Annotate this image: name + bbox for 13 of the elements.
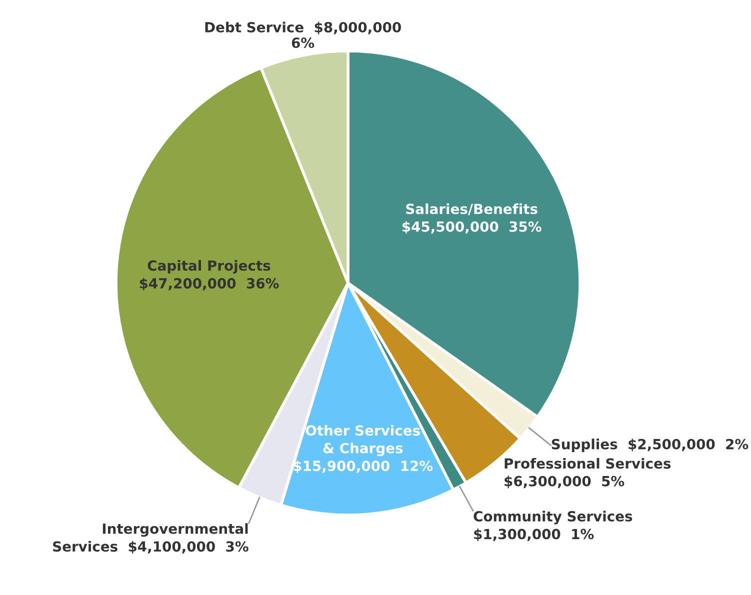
data-label: $45,500,000 35% [402,221,542,234]
data-label: $1,300,000 1% [474,528,594,542]
slice-label: Debt Service $8,000,000 6% [205,22,401,48]
slice-label: Community Services [474,510,632,524]
data-label: $47,200,000 36% [140,278,279,290]
slice-label: Salaries/Benefits [406,203,538,216]
slice-label: Supplies $2,500,000 2% [552,438,748,452]
slice-label: Capital Projects [148,260,270,274]
data-label: $6,300,000 5% [504,476,624,488]
slice-label: Professional Services [504,458,671,469]
slice-label: Other Services & Charges [306,424,420,456]
data-label: $15,900,000 12% [294,460,433,473]
slice-label: Intergovernmental Services $4,100,000 3% [53,523,248,554]
